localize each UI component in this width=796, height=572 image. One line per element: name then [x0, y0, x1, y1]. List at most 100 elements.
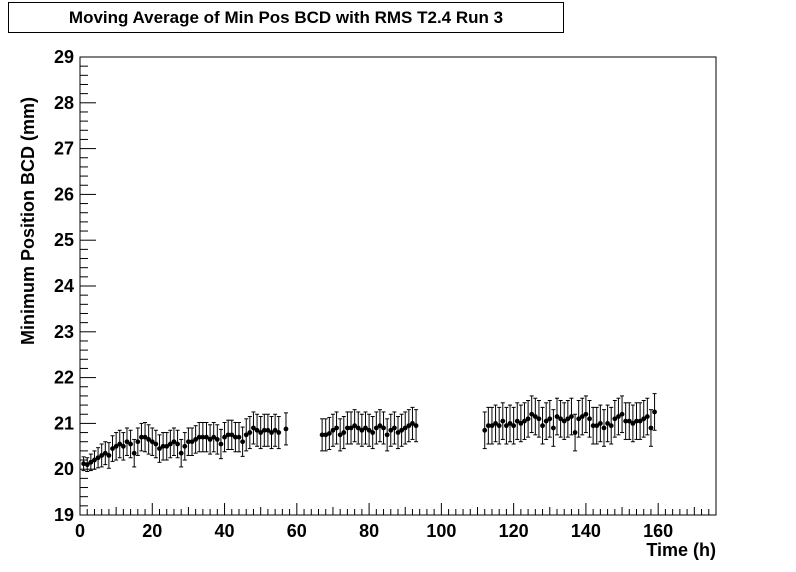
point-marker	[377, 423, 383, 429]
point-marker	[623, 418, 629, 424]
point-marker	[644, 414, 650, 419]
point-marker	[323, 432, 329, 438]
data-point	[225, 419, 231, 451]
point-marker	[153, 441, 159, 447]
point-marker	[225, 432, 231, 438]
data-point	[536, 400, 542, 438]
point-marker	[532, 414, 538, 419]
point-marker	[619, 411, 625, 417]
point-marker	[590, 423, 596, 429]
data-point	[139, 422, 144, 452]
point-marker	[608, 423, 614, 429]
point-marker	[648, 425, 654, 431]
point-marker	[283, 426, 289, 432]
point-marker	[124, 439, 130, 445]
data-point	[254, 413, 260, 447]
point-marker	[489, 423, 495, 429]
point-marker	[214, 437, 220, 442]
point-marker	[193, 437, 199, 442]
data-point	[99, 443, 105, 468]
point-marker	[334, 425, 339, 431]
data-point	[84, 457, 90, 472]
data-point	[261, 413, 267, 447]
point-marker	[637, 418, 643, 424]
point-marker	[182, 443, 188, 449]
point-marker	[366, 427, 372, 433]
data-point	[355, 411, 361, 445]
data-point	[558, 400, 564, 438]
data-point	[272, 413, 278, 447]
point-marker	[110, 446, 115, 451]
data-point	[496, 406, 502, 445]
data-point	[204, 421, 209, 453]
data-point	[590, 406, 596, 445]
point-marker	[95, 455, 101, 461]
data-point	[597, 404, 603, 443]
data-point	[391, 411, 397, 445]
point-marker	[341, 430, 347, 435]
point-marker	[117, 441, 123, 447]
data-point	[384, 418, 390, 452]
y-tick-label: 24	[54, 276, 74, 296]
data-point	[196, 421, 202, 453]
data-point	[381, 411, 386, 445]
data-point	[572, 413, 578, 452]
point-marker	[363, 425, 368, 431]
data-point	[142, 421, 148, 453]
data-point	[229, 419, 235, 451]
point-marker	[251, 425, 256, 431]
data-point	[232, 421, 238, 453]
point-marker	[511, 423, 517, 429]
data-point	[113, 432, 119, 461]
data-point	[561, 402, 567, 440]
data-point	[276, 416, 282, 450]
point-marker	[626, 418, 632, 424]
point-marker	[272, 427, 278, 433]
point-marker	[554, 414, 560, 419]
data-point	[330, 413, 336, 447]
point-marker	[222, 434, 227, 440]
axes-layer: 0 20 40 60 80 100 120 140 160 19 20 21 22 23 24 25 26 27 2…	[54, 47, 710, 541]
data-point	[214, 424, 220, 455]
point-marker	[402, 425, 408, 431]
point-marker	[131, 450, 137, 456]
data-point	[240, 426, 246, 457]
data-point	[569, 397, 574, 436]
data-point	[554, 397, 560, 436]
data-point	[348, 411, 354, 445]
data-point	[153, 429, 159, 459]
data-point	[164, 432, 170, 461]
point-marker	[258, 430, 264, 435]
data-point	[410, 406, 415, 440]
data-point	[525, 400, 531, 438]
point-marker	[388, 427, 394, 433]
data-point	[373, 411, 379, 445]
y-tick-label: 21	[54, 413, 74, 433]
data-point	[92, 450, 97, 470]
point-marker	[247, 430, 253, 435]
y-axis-title: Minimum Position BCD (mm)	[18, 97, 38, 345]
point-marker	[92, 457, 97, 463]
point-marker	[326, 431, 332, 436]
point-marker	[160, 443, 166, 449]
point-marker	[572, 430, 578, 435]
data-point	[532, 397, 538, 436]
point-marker	[496, 423, 502, 429]
data-point	[265, 413, 271, 447]
point-marker	[171, 439, 177, 445]
data-point	[579, 397, 585, 436]
data-point	[236, 421, 242, 453]
data-point	[594, 406, 600, 445]
data-point	[500, 402, 506, 440]
data-point	[601, 409, 607, 447]
point-marker	[399, 427, 405, 433]
data-point	[648, 409, 654, 447]
point-marker	[406, 423, 412, 429]
point-marker	[142, 434, 148, 440]
data-point	[644, 397, 650, 436]
point-marker	[641, 416, 647, 422]
data-point	[211, 421, 217, 453]
data-point	[171, 427, 177, 456]
data-point	[337, 418, 343, 452]
